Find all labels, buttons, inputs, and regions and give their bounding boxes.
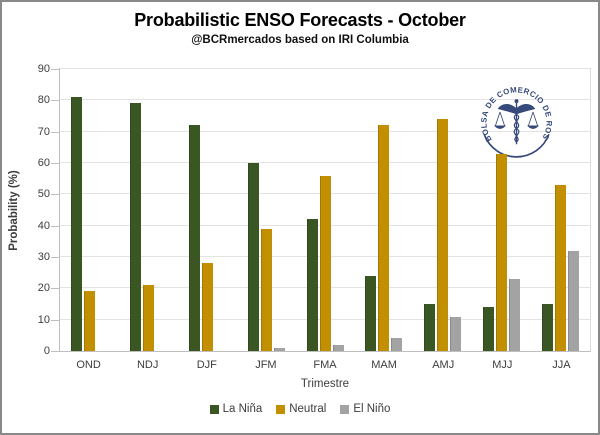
bar-neutral-fma	[319, 175, 331, 351]
y-tick-mark-10	[51, 319, 59, 321]
x-tick-label-fma: FMA	[313, 359, 337, 371]
y-tick-mark-0	[51, 351, 59, 352]
bar-group-ond	[60, 69, 119, 351]
x-axis-labels: OND NDJ DJF JFM FMA MAM AMJ MJJ JJA	[59, 357, 591, 373]
bar-la-nina-jfm	[247, 163, 259, 351]
seal-arc	[483, 133, 550, 158]
bar-la-nina-ond	[70, 97, 82, 351]
bar-groups	[60, 69, 590, 351]
bar-group-amj	[413, 69, 472, 351]
y-tick-mark-70	[51, 131, 59, 133]
y-tick-mark-20	[51, 288, 59, 290]
bar-neutral-mjj	[496, 153, 508, 351]
legend-label-neutral: Neutral	[289, 403, 327, 415]
gridline-80	[60, 99, 590, 101]
bar-neutral-jfm	[260, 228, 272, 351]
bar-la-nina-fma	[306, 219, 318, 351]
bar-la-nina-jja	[542, 304, 554, 351]
bar-la-nina-amj	[424, 304, 436, 351]
y-tick-mark-60	[51, 163, 59, 164]
x-tick-label-amj: AMJ	[432, 359, 455, 371]
y-tick-label-70: 70	[37, 125, 50, 138]
y-tick-label-60: 60	[37, 157, 50, 169]
bar-la-nina-mjj	[483, 307, 495, 351]
y-tick-label-30: 30	[37, 251, 50, 263]
legend-swatch-neutral	[276, 404, 286, 414]
bar-el-nino-mam	[391, 338, 403, 351]
bar-group-mjj	[472, 69, 531, 351]
y-tick-mark-30	[51, 257, 59, 258]
y-tick-mark-50	[51, 194, 59, 196]
y-axis-ticks: 0 10 20 30 40 50 60 70 80 90	[2, 63, 50, 357]
bar-el-nino-jfm	[273, 347, 285, 351]
bar-neutral-jja	[555, 184, 567, 351]
chart-subtitle: @BCRmercados based on IRI Columbia	[191, 34, 409, 46]
bar-neutral-mam	[378, 125, 390, 351]
y-tick-label-20: 20	[37, 282, 50, 295]
bolsa-de-comercio-rosario-logo: BOLSA DE COMERCIO DE ROSARIO	[479, 85, 553, 158]
bar-la-nina-mam	[365, 275, 377, 351]
legend-item-el-nino: El Niño	[340, 403, 390, 415]
caduceus-icon	[494, 99, 539, 145]
chart-title: Probabilistic ENSO Forecasts - October	[134, 10, 466, 30]
x-tick-label-jfm: JFM	[255, 359, 277, 371]
y-tick-label-80: 80	[37, 94, 50, 107]
bar-neutral-ond	[83, 291, 95, 351]
bar-group-jfm	[237, 69, 296, 351]
legend: La Niña Neutral El Niño	[2, 403, 598, 415]
x-tick-label-djf: DJF	[196, 359, 217, 371]
bar-group-fma	[296, 69, 355, 351]
bar-la-nina-ndj	[129, 103, 141, 351]
y-tick-label-10: 10	[37, 313, 50, 326]
bar-group-mam	[354, 69, 413, 351]
y-tick-label-50: 50	[37, 188, 50, 201]
y-tick-label-0: 0	[43, 345, 50, 357]
y-tick-mark-90	[51, 69, 59, 70]
gridline-70	[60, 130, 590, 132]
legend-item-neutral: Neutral	[276, 403, 326, 415]
bar-group-jja	[531, 69, 590, 351]
bar-neutral-djf	[201, 263, 213, 351]
bar-group-ndj	[119, 69, 178, 351]
legend-swatch-el-nino	[340, 404, 350, 414]
legend-label-el-nino: El Niño	[353, 403, 391, 415]
y-tick-label-90: 90	[37, 63, 50, 75]
bar-el-nino-mjj	[509, 278, 521, 351]
legend-item-la-nina: La Niña	[209, 403, 263, 415]
y-axis-tickmarks	[51, 68, 59, 352]
legend-swatch-la-nina	[209, 404, 219, 414]
y-tick-mark-40	[51, 225, 59, 227]
bar-neutral-amj	[437, 119, 449, 351]
gridline-60	[60, 162, 590, 163]
x-axis-title: Trimestre	[300, 378, 350, 390]
y-tick-mark-80	[51, 100, 59, 102]
bar-la-nina-djf	[188, 125, 200, 351]
x-tick-label-mam: MAM	[371, 359, 397, 371]
bar-neutral-ndj	[142, 285, 154, 351]
x-tick-label-jja: JJA	[552, 359, 571, 371]
y-tick-label-40: 40	[37, 219, 50, 232]
bar-el-nino-fma	[332, 344, 344, 351]
x-tick-label-mjj: MJJ	[492, 359, 513, 371]
gridline-90	[60, 68, 590, 69]
bar-el-nino-amj	[450, 316, 462, 351]
bar-group-djf	[178, 69, 237, 351]
x-tick-label-ond: OND	[76, 359, 101, 371]
plot-area: BOLSA DE COMERCIO DE ROSARIO	[59, 68, 591, 352]
x-tick-label-ndj: NDJ	[136, 359, 159, 371]
bar-el-nino-jja	[568, 250, 580, 351]
legend-label-la-nina: La Niña	[222, 403, 263, 415]
